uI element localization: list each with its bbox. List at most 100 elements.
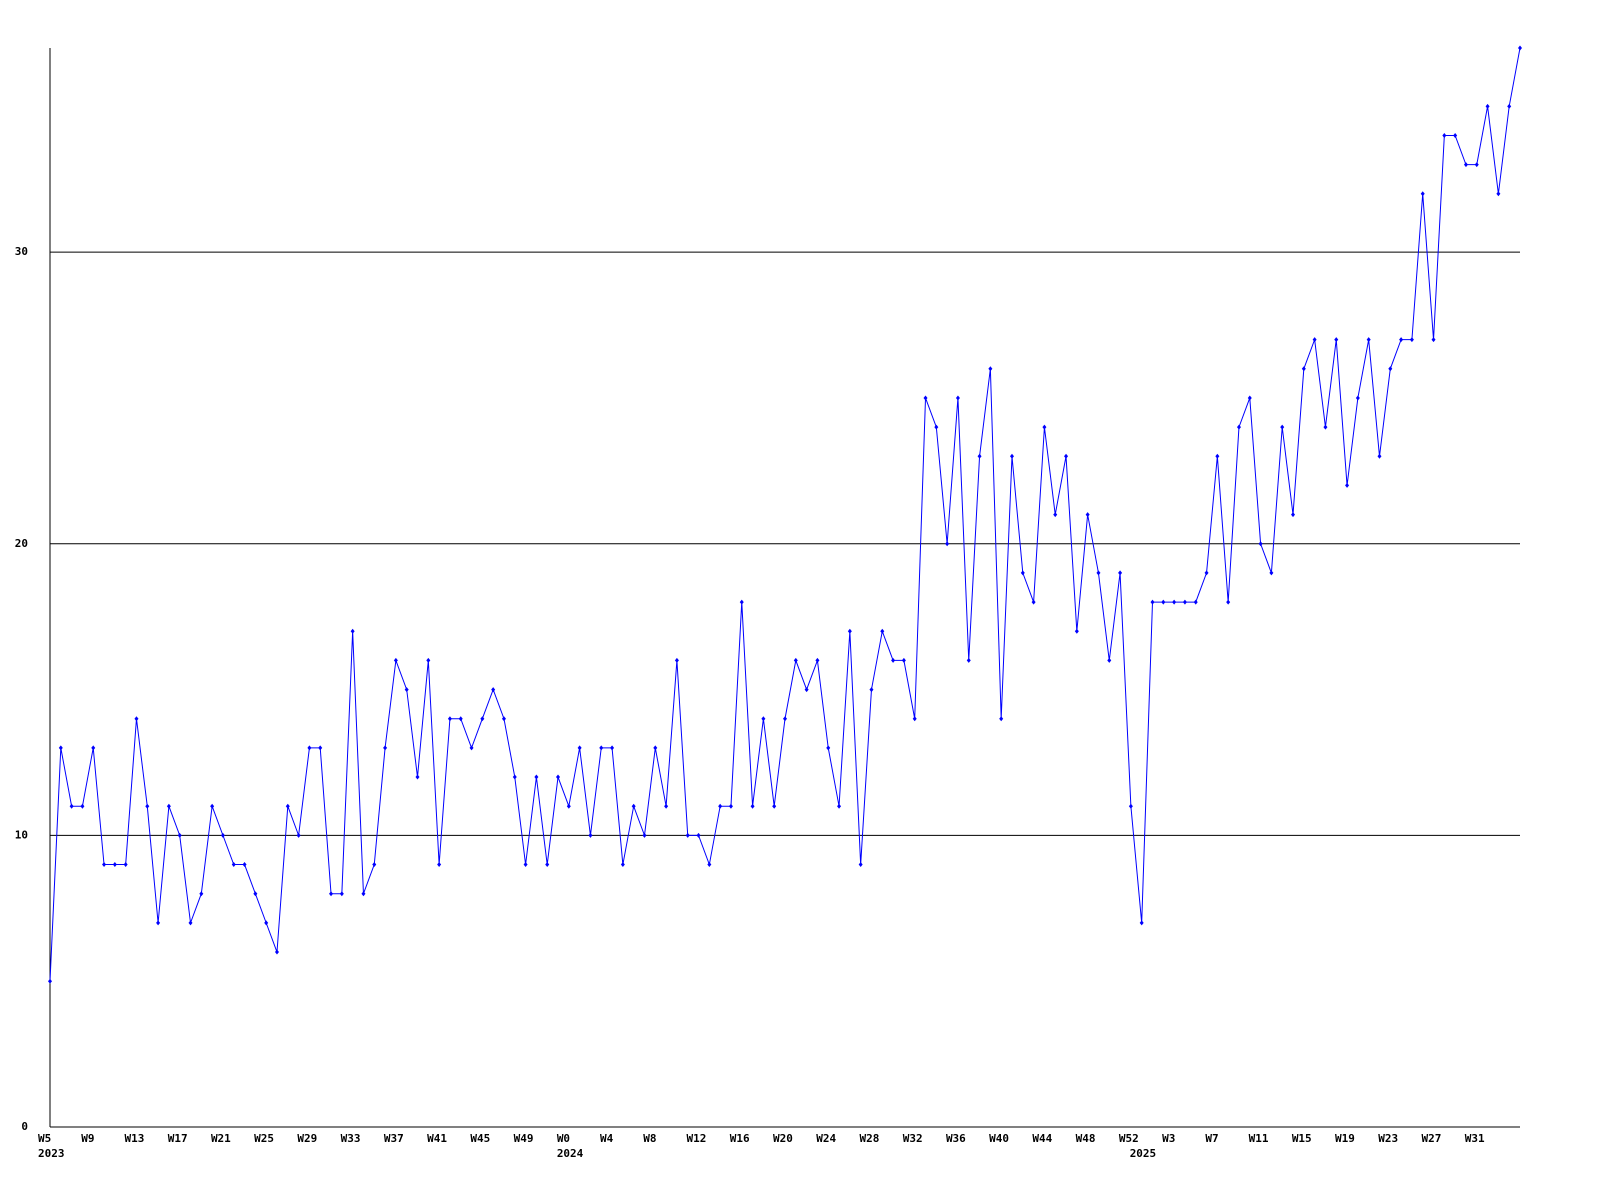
data-point [1161,599,1166,605]
y-tick-label: 0 [21,1120,28,1133]
x-tick-label: W3 [1162,1132,1175,1145]
x-tick-label: W48 [1076,1132,1096,1145]
data-point [610,745,615,751]
data-point [1042,424,1047,430]
data-point [166,803,171,809]
x-tick-label: W23 [1378,1132,1398,1145]
x-tick-label: W36 [946,1132,966,1145]
data-point [1280,424,1285,430]
x-tick-label: W31 [1465,1132,1485,1145]
data-point [793,657,798,663]
data-point [58,745,63,751]
data-point [437,862,442,868]
data-point [1020,570,1025,576]
data-point [1009,453,1014,459]
data-point [242,862,247,868]
data-point [1236,424,1241,430]
y-tick-label: 20 [15,537,28,550]
data-point [199,891,204,897]
data-point [1485,103,1490,109]
x-tick-label: W29 [297,1132,317,1145]
data-point [1139,920,1144,926]
x-tick-label: W8 [643,1132,656,1145]
data-point [383,745,388,751]
data-point [1518,45,1522,51]
year-label: 2025 [1130,1147,1157,1160]
data-point [48,978,52,984]
data-point [696,832,701,838]
data-point [458,716,463,722]
y-tick-label: 30 [15,245,28,258]
data-point [847,628,852,634]
data-point [480,716,485,722]
data-point [826,745,831,751]
x-tick-label: W16 [730,1132,750,1145]
data-point [1096,570,1101,576]
data-point [220,832,225,838]
data-point [1431,337,1436,343]
data-point [1118,570,1123,576]
x-tick-label: W52 [1119,1132,1139,1145]
data-point [91,745,96,751]
data-point [1453,132,1458,138]
data-point [1247,395,1252,401]
data-point [761,716,766,722]
data-point [1463,162,1468,168]
data-point [253,891,258,897]
data-point [545,862,550,868]
data-point [1366,337,1371,343]
data-point [999,716,1004,722]
x-tick-label: W11 [1249,1132,1269,1145]
data-point [1107,657,1112,663]
data-point [653,745,658,751]
x-tick-label: W7 [1205,1132,1218,1145]
data-point [750,803,755,809]
data-point [361,891,366,897]
data-point [1301,366,1306,372]
data-point [156,920,161,926]
data-point [1074,628,1079,634]
data-point [858,862,863,868]
series-line [49,47,1521,982]
data-point [469,745,474,751]
data-point [102,862,107,868]
data-point [783,716,787,722]
x-tick-label: W41 [427,1132,447,1145]
data-point [1053,512,1058,518]
data-point [1355,395,1360,401]
data-point [707,862,712,868]
data-point [631,803,636,809]
data-point [1150,599,1155,605]
x-tick-label: W44 [1032,1132,1052,1145]
data-point [728,803,733,809]
data-point [501,716,506,722]
data-point [523,862,528,868]
x-tick-label: W32 [903,1132,923,1145]
data-point [955,395,960,401]
data-point [393,657,398,663]
data-point [1128,803,1133,809]
data-point [556,774,561,780]
data-point [350,628,355,634]
data-point [1226,599,1231,605]
data-point [912,716,917,722]
data-point [891,657,896,663]
data-point [188,920,193,926]
data-point [664,803,669,809]
data-point [296,832,301,838]
data-point [1334,337,1339,343]
data-point [620,862,625,868]
data-point [1323,424,1328,430]
data-point [945,541,950,547]
data-point [1420,191,1425,197]
data-point [491,687,496,693]
x-tick-label: W13 [124,1132,144,1145]
data-point [1204,570,1209,576]
data-point [577,745,582,751]
data-point [512,774,517,780]
data-point [404,687,409,693]
data-point [718,803,723,809]
data-point [1172,599,1177,605]
data-point [1215,453,1220,459]
